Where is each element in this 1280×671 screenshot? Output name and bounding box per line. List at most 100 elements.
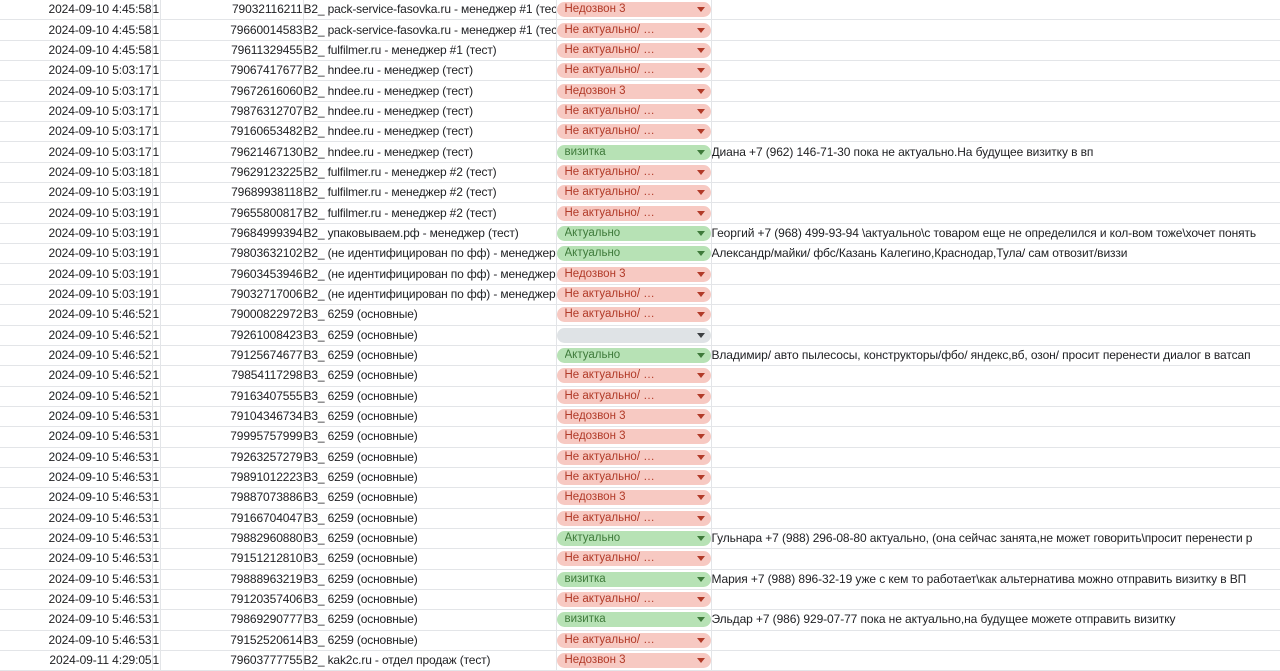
table-row[interactable]: 2024-09-10 5:46:53 1 79151212810 B3_ 6259 (…	[0, 548, 1280, 570]
chevron-down-icon[interactable]	[696, 27, 705, 33]
cell-datetime[interactable]: 2024-09-10 5:46:53	[0, 528, 153, 550]
cell-datetime[interactable]: 2024-09-10 5:46:53	[0, 569, 153, 590]
chevron-down-icon[interactable]	[696, 515, 705, 521]
cell-comment[interactable]	[711, 101, 1280, 123]
cell-id[interactable]: 1	[152, 528, 161, 550]
chevron-down-icon[interactable]	[696, 108, 705, 114]
status-dropdown[interactable]: Недозвон 3	[556, 83, 710, 99]
chevron-down-icon[interactable]	[696, 353, 705, 359]
cell-phone[interactable]: 79125674677	[160, 345, 304, 367]
table-row[interactable]: 2024-09-10 5:03:17 1 79876312707 B2_ hndee.…	[0, 101, 1280, 123]
table-row[interactable]: 2024-09-10 5:46:53 1 79104346734 B3_ 6259 (…	[0, 406, 1280, 428]
cell-datetime[interactable]: 2024-09-10 5:46:53	[0, 447, 153, 468]
cell-status[interactable]: Не актуально/ …	[556, 630, 712, 652]
cell-comment[interactable]	[711, 40, 1280, 62]
cell-campaign-name[interactable]: B3_ 6259 (основные)	[303, 386, 557, 407]
cell-id[interactable]: 1	[152, 650, 161, 671]
cell-comment[interactable]	[711, 121, 1280, 143]
status-dropdown[interactable]	[556, 327, 710, 343]
status-dropdown[interactable]: Не актуально/ …	[556, 205, 710, 221]
cell-phone[interactable]: 79887073886	[160, 487, 304, 509]
chevron-down-icon[interactable]	[696, 251, 705, 257]
cell-phone[interactable]: 79120357406	[160, 589, 304, 611]
cell-datetime[interactable]: 2024-09-10 5:03:19	[0, 284, 153, 306]
cell-comment[interactable]: Диана +7 (962) 146-71-30 пока не актуаль…	[711, 141, 1280, 163]
cell-status[interactable]: Недозвон 3	[556, 650, 712, 671]
status-dropdown[interactable]: Недозвон 3	[556, 409, 710, 425]
status-dropdown[interactable]: Не актуально/ …	[556, 124, 710, 140]
cell-comment[interactable]	[711, 263, 1280, 285]
cell-phone[interactable]: 79151212810	[160, 548, 304, 570]
cell-status[interactable]: Недозвон 3	[556, 80, 712, 102]
cell-datetime[interactable]: 2024-09-10 5:46:53	[0, 548, 153, 570]
cell-datetime[interactable]: 2024-09-10 5:03:19	[0, 202, 153, 224]
cell-id[interactable]: 1	[152, 121, 161, 143]
cell-status[interactable]: Не актуально/ …	[556, 386, 712, 407]
cell-phone[interactable]: 79152520614	[160, 630, 304, 652]
chevron-down-icon[interactable]	[696, 637, 705, 643]
cell-comment[interactable]: Александр/майки/ фбс/Казань Калегино,Кра…	[711, 243, 1280, 265]
cell-datetime[interactable]: 2024-09-10 5:03:19	[0, 243, 153, 265]
cell-status[interactable]: Не актуально/ …	[556, 365, 712, 387]
status-dropdown[interactable]: Не актуально/ …	[556, 164, 710, 180]
cell-datetime[interactable]: 2024-09-10 5:46:53	[0, 406, 153, 428]
cell-comment[interactable]	[711, 304, 1280, 326]
table-row[interactable]: 2024-09-10 4:45:58 1 79032116211 B2_ pack-s…	[0, 0, 1280, 21]
table-row[interactable]: 2024-09-10 5:46:53 1 79887073886 B3_ 6259 (…	[0, 487, 1280, 509]
cell-id[interactable]: 1	[152, 0, 161, 21]
status-dropdown[interactable]: Актуально	[556, 348, 710, 364]
cell-campaign-name[interactable]: B3_ 6259 (основные)	[303, 467, 557, 489]
cell-status[interactable]: Недозвон 3	[556, 0, 712, 21]
cell-status[interactable]: Недозвон 3	[556, 263, 712, 285]
cell-status[interactable]: Не актуально/ …	[556, 508, 712, 529]
table-row[interactable]: 2024-09-10 5:46:53 1 79152520614 B3_ 6259 (…	[0, 630, 1280, 652]
cell-campaign-name[interactable]: B2_ fulfilmer.ru - менеджер #2 (тест)	[303, 182, 557, 204]
cell-phone[interactable]: 79104346734	[160, 406, 304, 428]
status-dropdown[interactable]: Недозвон 3	[556, 429, 710, 445]
cell-datetime[interactable]: 2024-09-10 5:03:17	[0, 60, 153, 82]
status-dropdown[interactable]: Актуально	[556, 246, 710, 262]
chevron-down-icon[interactable]	[696, 617, 705, 623]
status-dropdown[interactable]: Не актуально/ …	[556, 632, 710, 648]
status-dropdown[interactable]: Не актуально/ …	[556, 388, 710, 404]
status-dropdown[interactable]: Не актуально/ …	[556, 42, 710, 58]
table-row[interactable]: 2024-09-10 5:46:53 1 79891012223 B3_ 6259 (…	[0, 467, 1280, 489]
status-dropdown[interactable]: Недозвон 3	[556, 2, 710, 18]
cell-phone[interactable]: 79854117298	[160, 365, 304, 387]
cell-campaign-name[interactable]: B2_ (не идентифицирован по фф) - менедже…	[303, 284, 557, 306]
cell-phone[interactable]: 79000822972	[160, 304, 304, 326]
cell-id[interactable]: 1	[152, 365, 161, 387]
cell-phone[interactable]: 79684999394	[160, 223, 304, 245]
status-dropdown[interactable]: Не актуально/ …	[556, 449, 710, 465]
cell-status[interactable]: Не актуально/ …	[556, 101, 712, 123]
cell-id[interactable]: 1	[152, 508, 161, 529]
cell-phone[interactable]: 79672616060	[160, 80, 304, 102]
chevron-down-icon[interactable]	[696, 169, 705, 175]
cell-phone[interactable]: 79261008423	[160, 325, 304, 346]
cell-id[interactable]: 1	[152, 141, 161, 163]
cell-comment[interactable]	[711, 0, 1280, 21]
cell-comment[interactable]	[711, 202, 1280, 224]
cell-datetime[interactable]: 2024-09-10 5:46:53	[0, 426, 153, 448]
cell-status[interactable]: Не актуально/ …	[556, 284, 712, 306]
chevron-down-icon[interactable]	[696, 536, 705, 542]
chevron-down-icon[interactable]	[696, 88, 705, 94]
table-row[interactable]: 2024-09-10 5:46:53 1 79882960880 B3_ 6259 (…	[0, 528, 1280, 550]
cell-datetime[interactable]: 2024-09-10 5:03:17	[0, 80, 153, 102]
status-dropdown[interactable]: Не актуально/ …	[556, 368, 710, 384]
cell-id[interactable]: 1	[152, 284, 161, 306]
table-row[interactable]: 2024-09-10 5:03:19 1 79032717006 B2_ (не ид…	[0, 284, 1280, 306]
cell-status[interactable]: Не актуально/ …	[556, 182, 712, 204]
cell-status[interactable]: Не актуально/ …	[556, 548, 712, 570]
cell-status[interactable]: Не актуально/ …	[556, 202, 712, 224]
cell-id[interactable]: 1	[152, 182, 161, 204]
cell-datetime[interactable]: 2024-09-10 5:46:52	[0, 304, 153, 326]
cell-comment[interactable]	[711, 60, 1280, 82]
cell-id[interactable]: 1	[152, 223, 161, 245]
cell-id[interactable]: 1	[152, 345, 161, 367]
status-dropdown[interactable]: Не актуально/ …	[556, 551, 710, 567]
table-row[interactable]: 2024-09-10 5:46:52 1 79261008423 B3_ 6259 (…	[0, 325, 1280, 346]
status-dropdown[interactable]: Актуально	[556, 531, 710, 547]
cell-status[interactable]: Не актуально/ …	[556, 162, 712, 184]
